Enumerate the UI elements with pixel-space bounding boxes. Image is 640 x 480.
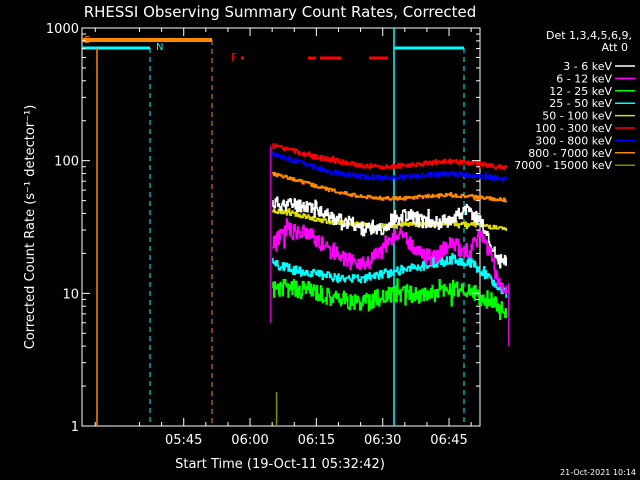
night-label: N [156, 42, 163, 53]
date-stamp: 21-Oct-2021 10:14 [560, 468, 636, 477]
y-tick-label: 1 [71, 420, 79, 435]
x-tick-label: 06:15 [298, 433, 335, 448]
x-axis-label: Start Time (19-Oct-11 05:32:42) [175, 457, 385, 472]
legend-label: 300 - 800 keV [535, 134, 612, 147]
flag-bars: S N F [82, 35, 464, 64]
legend-label: 50 - 100 keV [542, 110, 612, 123]
legend-title-line-2: Att 0 [602, 41, 628, 54]
x-tick-label: 06:45 [430, 433, 467, 448]
legend-label: 800 - 7000 keV [528, 147, 612, 160]
legend-title-line-1: Det 1,3,4,5,6,9, [546, 29, 632, 42]
series-line-300-800keV [272, 152, 507, 182]
y-tick-label: 100 [54, 155, 79, 170]
series-line-800-7000keV [272, 171, 507, 203]
y-tick-label: 10 [62, 287, 79, 302]
y-tick-label: 1000 [46, 22, 79, 37]
plot-frame [81, 27, 481, 427]
legend-label: 12 - 25 keV [549, 85, 612, 98]
legend-label: 7000 - 15000 keV [514, 159, 612, 172]
series-line-3-6keV [272, 196, 507, 269]
legend-label: 100 - 300 keV [535, 122, 612, 135]
legend-label: 3 - 6 keV [563, 60, 612, 73]
x-tick-label: 06:30 [364, 433, 401, 448]
legend-label: 6 - 12 keV [556, 72, 612, 85]
series-line-6-12keV [272, 218, 507, 294]
axis-layer: 1 10 100 1000 05:45 06:00 06:15 06:30 06:45 [46, 22, 480, 448]
flare-label: F [231, 51, 237, 64]
legend-label: 25 - 50 keV [549, 97, 612, 110]
series-line-12-25keV [272, 278, 507, 320]
series-line-100-300keV [272, 143, 507, 171]
series-line-25-50keV [272, 253, 507, 298]
x-tick-label: 06:00 [231, 433, 268, 448]
chart-title: RHESSI Observing Summary Count Rates, Co… [84, 3, 477, 21]
x-tick-label: 05:45 [165, 433, 202, 448]
y-axis-label: Corrected Count Rate (s⁻¹ detector⁻¹) [23, 105, 38, 350]
series-layer [270, 143, 510, 426]
saa-label: S [84, 35, 90, 46]
